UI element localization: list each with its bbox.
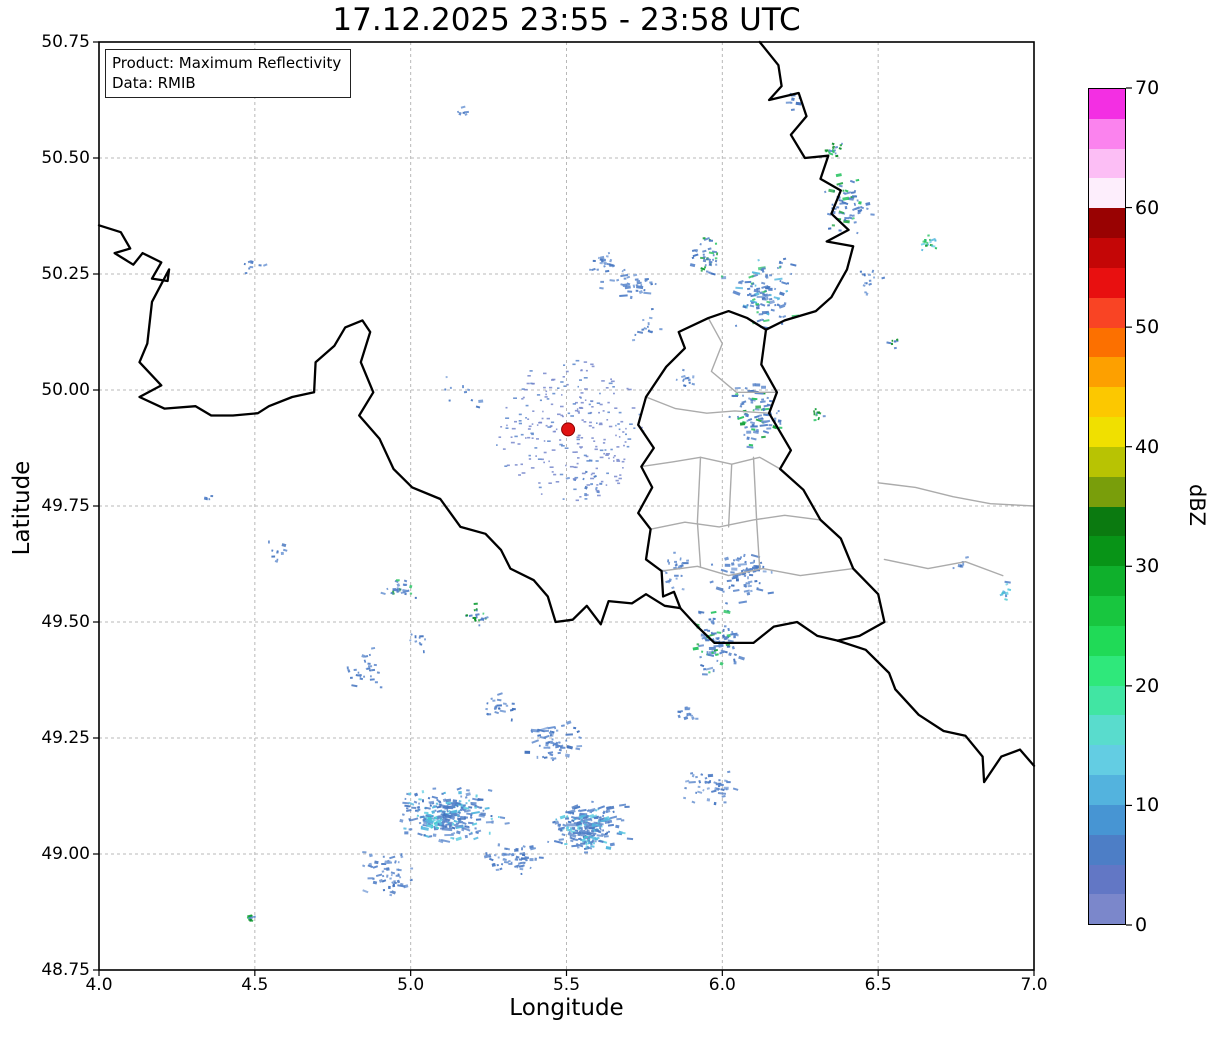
region-border-path	[649, 514, 822, 530]
x-tick-label: 4.0	[85, 975, 113, 995]
country-border-path	[637, 309, 768, 610]
y-tick-label: 49.25	[41, 727, 90, 748]
figure-title: 17.12.2025 23:55 - 23:58 UTC	[332, 2, 801, 38]
colorbar-band	[1089, 208, 1125, 239]
region-border-path	[660, 565, 854, 577]
region-border-path	[696, 456, 702, 567]
product-info-box: Product: Maximum Reflectivity Data: RMIB	[105, 49, 352, 99]
colorbar-band	[1089, 625, 1125, 656]
y-tick-label: 48.75	[41, 959, 90, 980]
colorbar-band	[1089, 894, 1125, 925]
colorbar-band	[1089, 476, 1125, 507]
border-layer	[97, 40, 1036, 784]
y-tick-label: 50.00	[41, 379, 90, 400]
colorbar-band	[1089, 178, 1125, 209]
region-border-path	[727, 463, 733, 528]
region-border-path	[877, 482, 1035, 507]
colorbar-band	[1089, 238, 1125, 268]
colorbar-band	[1089, 596, 1125, 626]
colorbar-band	[1089, 715, 1125, 746]
colorbar-tick-label: 20	[1135, 674, 1160, 697]
country-border-path	[97, 224, 682, 626]
radar-echo-layer	[203, 91, 1012, 922]
x-tick-label: 5.0	[397, 975, 425, 995]
x-tick-label: 7.0	[1020, 975, 1048, 995]
colorbar-band	[1089, 417, 1125, 447]
colorbar-band	[1089, 834, 1125, 865]
region-border-path	[883, 558, 1004, 577]
grid-layer	[98, 41, 1035, 971]
colorbar-band	[1089, 685, 1125, 716]
colorbar-band	[1089, 864, 1125, 895]
colorbar-band	[1089, 775, 1125, 805]
y-tick-label: 50.75	[41, 31, 90, 52]
radar-site-marker	[561, 422, 576, 437]
y-tick-label: 49.75	[41, 495, 90, 516]
colorbar-tick-label: 40	[1135, 435, 1160, 458]
colorbar-tick-label: 50	[1135, 316, 1160, 339]
country-border-path	[679, 606, 839, 645]
y-tick-label: 50.25	[41, 263, 90, 284]
colorbar-band	[1089, 446, 1125, 477]
colorbar-band	[1089, 387, 1125, 418]
tick-marks	[93, 41, 1132, 976]
colorbar-tick-label: 10	[1135, 794, 1160, 817]
colorbar-band	[1089, 267, 1125, 298]
ground-clutter-layer	[496, 359, 645, 502]
country-border-path	[758, 40, 855, 331]
country-border-path	[836, 639, 1036, 784]
y-tick-label: 49.00	[41, 843, 90, 864]
y-tick-label: 50.50	[41, 147, 90, 168]
region-border-path	[645, 396, 770, 414]
colorbar-band	[1089, 655, 1125, 686]
colorbar-band	[1089, 118, 1125, 149]
x-tick-label: 5.5	[552, 975, 581, 995]
colorbar-band	[1089, 745, 1125, 776]
colorbar-band	[1089, 327, 1125, 358]
region-border-path	[707, 317, 778, 393]
x-tick-label: 6.0	[708, 975, 736, 995]
colorbar-tick-label: 0	[1135, 914, 1148, 936]
colorbar-band	[1089, 357, 1125, 388]
region-border-path	[752, 456, 761, 570]
colorbar-band	[1089, 536, 1125, 567]
region-border-path	[640, 456, 781, 470]
colorbar	[1088, 88, 1126, 925]
data-source-label: Data: RMIB	[112, 74, 196, 93]
colorbar-tick-label: 70	[1135, 77, 1160, 99]
colorbar-band	[1089, 148, 1125, 179]
product-label: Product: Maximum Reflectivity	[112, 54, 342, 72]
colorbar-tick-label: 30	[1135, 555, 1160, 578]
colorbar-tick-label: 60	[1135, 196, 1160, 219]
x-tick-label: 4.5	[241, 975, 269, 995]
colorbar-band	[1089, 566, 1125, 597]
colorbar-band	[1089, 804, 1125, 835]
colorbar-band	[1089, 297, 1125, 328]
y-tick-label: 49.50	[41, 611, 90, 632]
country-border-path	[760, 328, 886, 642]
x-tick-label: 6.5	[864, 975, 892, 995]
colorbar-band	[1089, 89, 1125, 119]
colorbar-band	[1089, 506, 1125, 537]
x-axis-label: Longitude	[509, 995, 624, 1021]
